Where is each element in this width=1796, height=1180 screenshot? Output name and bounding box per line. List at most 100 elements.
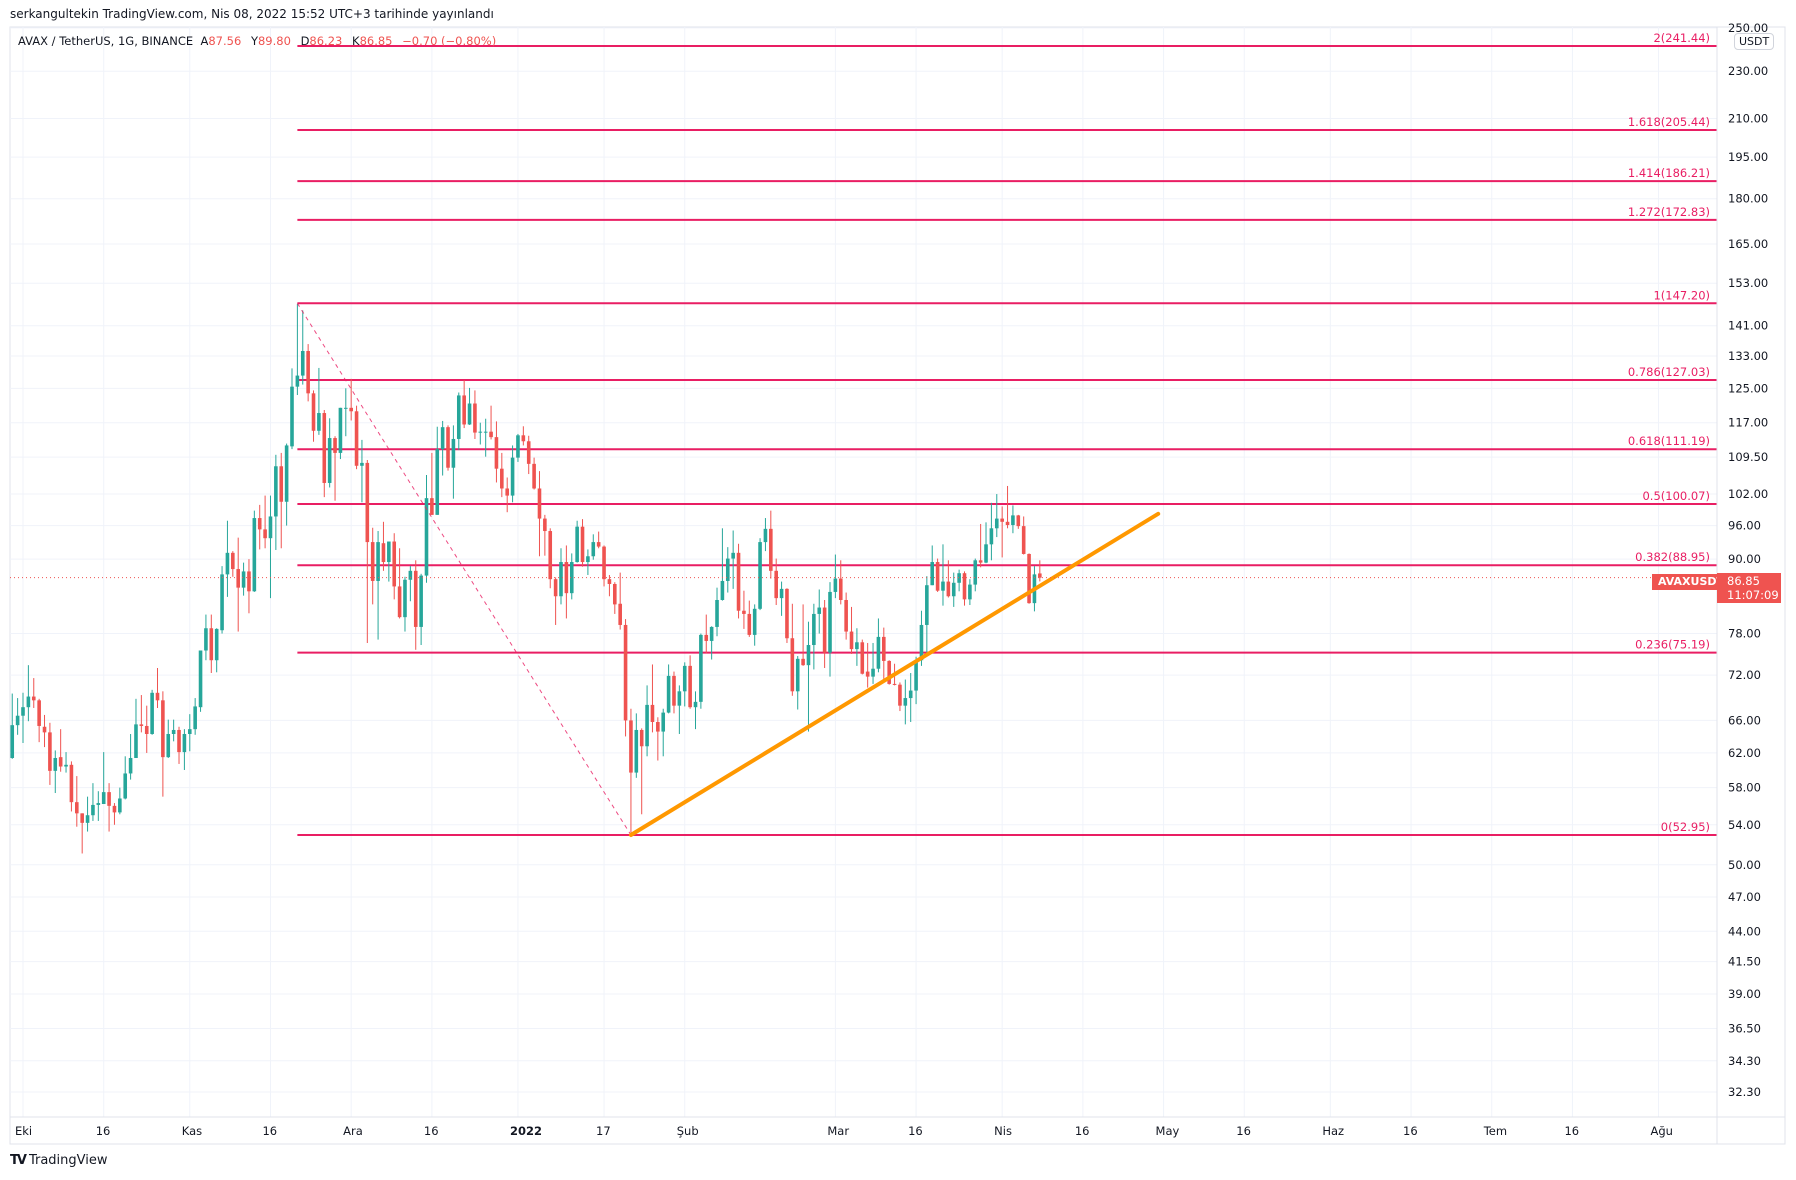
candle-down [1000,506,1004,558]
change-value: −0.70 (−0.80%) [402,34,497,48]
candle-body [919,624,924,661]
candle-up [575,520,579,563]
candle-down [107,783,111,832]
candle-body [80,813,84,823]
last-price-value: 86.85 [1727,574,1760,588]
candle-up [408,566,413,602]
candle-up [661,708,666,757]
candle-up [569,553,574,600]
candle-body [715,599,719,627]
candle-body [112,805,117,813]
candle-body [548,531,553,580]
candle-body [1005,521,1010,526]
candle-body [623,624,628,721]
candle-body [882,636,886,661]
candle-body [833,578,838,592]
candle-body [284,445,289,502]
candle-body [252,518,257,592]
candle-up [435,426,440,515]
candle-up [941,544,945,606]
candle-up [994,494,999,538]
symbol-title[interactable]: AVAX / TetherUS, 1G, BINANCE [18,34,194,48]
symbol-legend: AVAX / TetherUS, 1G, BINANCE A87.56 Y89.… [18,34,502,48]
close-key: K [352,34,360,48]
time-tick-label: Mar [827,1124,849,1138]
price-tick-label: 141.00 [1728,319,1768,333]
candle-up [123,756,128,800]
candle-up [295,304,300,396]
time-tick-label: 16 [1403,1124,1418,1138]
candle-up [795,656,800,710]
candle-body [774,570,778,599]
candle-up [21,692,25,743]
candle-body [978,560,983,563]
candle-down [526,435,531,475]
candle-body [763,528,768,543]
candle-body [85,815,90,823]
candle-body [801,658,805,666]
candle-body [161,700,165,758]
candle-body [951,582,956,597]
price-tick-label: 54.00 [1728,818,1761,832]
candle-down [946,560,951,598]
candle-up [666,664,671,714]
candle-down [236,537,240,632]
candle-down [543,514,547,556]
candle-body [483,431,488,433]
candle-body [1027,553,1031,604]
candle-up [344,388,348,437]
currency-button[interactable]: USDT [1734,33,1775,50]
candle-body [704,634,709,641]
candle-up [483,418,488,457]
candle-body [209,628,214,661]
candle-down [247,559,251,614]
drawings[interactable] [10,303,1717,837]
price-tick-label: 195.00 [1728,150,1768,164]
price-axis[interactable]: 250.00 230.00 210.00 195.00 180.00 165.00 153.… [1728,21,1768,1099]
candle-body [37,700,41,726]
candle-down [790,603,795,696]
candle-up [118,787,122,815]
candle-up [951,572,956,607]
candle-down [882,627,886,681]
candle-body [855,642,859,650]
candle-body [478,431,483,433]
fib-extension[interactable]: 2(241.44) 1.618(205.44) 1.414(186.21) 1.272… [297,31,1717,836]
candle-body [779,588,784,599]
candle-body [333,438,337,453]
low-value: 86.23 [309,34,343,48]
candle-up [677,685,682,734]
candle-down [37,698,41,743]
candle-body [225,552,230,575]
candle-body [984,544,988,563]
candle-body [553,579,558,597]
price-tick-label: 102.00 [1728,487,1768,501]
candle-down [75,776,79,827]
price-tick-label: 180.00 [1728,192,1768,206]
candle-up [171,719,176,742]
time-tick-label: 16 [1236,1124,1251,1138]
candle-body [456,395,461,439]
fib-level-label: 0.236(75.19) [1635,638,1710,652]
candle-down [311,390,316,442]
candle-up [591,534,596,560]
candle-body [182,733,187,753]
candle-body [58,757,63,767]
candle-body [360,462,364,466]
tradingview-logo[interactable]: TV TradingView [10,1153,107,1168]
candle-body [15,715,20,726]
candle-body [193,706,197,730]
fib-level-label: 2(241.44) [1653,31,1710,45]
price-tick-label: 250.00 [1728,21,1768,35]
candle-up [720,528,725,601]
candle-body [914,660,918,691]
low-key: D [300,34,310,48]
candle-body [575,526,579,563]
candle-body [887,660,891,684]
time-axis[interactable]: Eki 16 Kas 16 Ara 16 2022 17 Şub Mar 16 Nis 16 May 16 H… [15,1124,1673,1138]
candle-up [53,750,58,794]
price-tick-label: 153.00 [1728,276,1768,290]
candle-down [978,523,983,568]
candle-body [957,573,961,583]
